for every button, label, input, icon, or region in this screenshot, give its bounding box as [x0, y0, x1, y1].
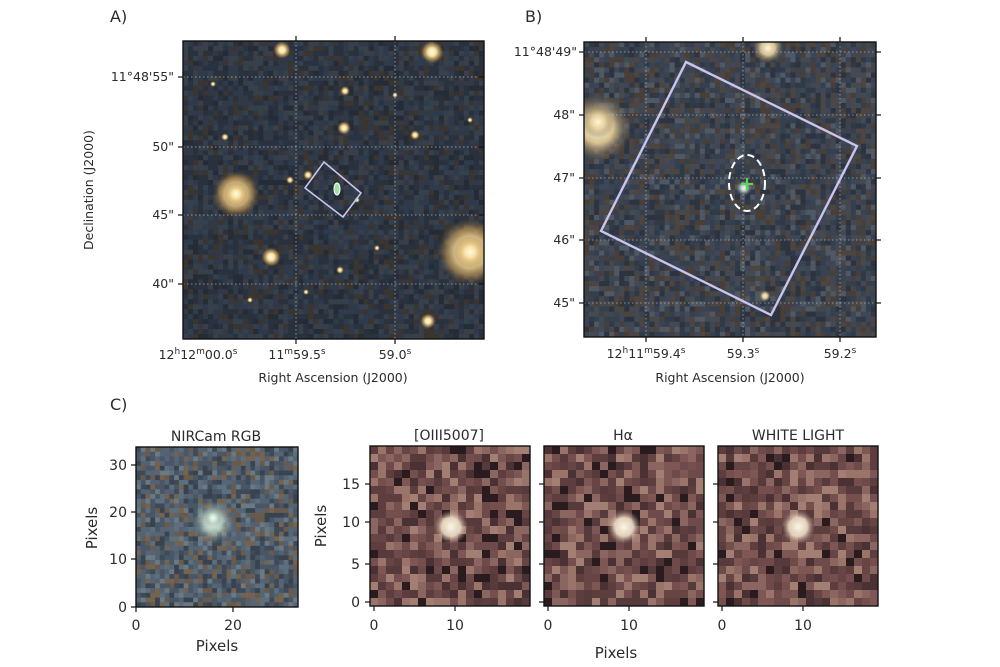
panel-a-ytick-45: 45" [152, 207, 174, 222]
panel-c-ifu-halpha [544, 446, 705, 607]
panel-a-ifu-footprint [303, 160, 363, 219]
panel-c-title-white-light: WHITE LIGHT [752, 428, 845, 444]
panel-c-rgb-ytick-20: 20 [109, 505, 127, 521]
panel-c-rgb-xtick-20: 20 [224, 618, 242, 634]
panel-a-ytick-55: 11°48'55" [111, 69, 174, 84]
panel-a-ytick-50: 50" [152, 139, 174, 154]
panel-c-rgb-frame [135, 446, 299, 608]
panel-b-xtick-2: 59.3s [727, 346, 760, 361]
panel-b-letter: B) [525, 7, 542, 26]
panel-c-rgb-title: NIRCam RGB [171, 429, 261, 445]
panel-a-frame [182, 40, 485, 340]
panel-c-oiii-xtick-10: 10 [446, 618, 464, 634]
panel-c-letter: C) [110, 395, 127, 414]
panel-c-ifu-ytick-15: 15 [342, 477, 360, 493]
panel-c-rgb-ytick-10: 10 [109, 552, 127, 568]
panel-a-ylabel: Declination (J2000) [81, 130, 96, 250]
panel-b-xlabel: Right Ascension (J2000) [655, 370, 804, 385]
panel-c-oiii-frame [369, 445, 531, 607]
panel-c-ifu-ytick-0: 0 [351, 595, 360, 611]
panel-c-rgb-ylabel: Pixels [83, 507, 101, 550]
panel-c-ifu-white-light [718, 446, 879, 607]
panel-b-centroid-cross [741, 178, 753, 190]
panel-b-ytick-47: 47" [553, 170, 575, 185]
panel-c-white-xtick-10: 10 [794, 618, 812, 634]
panel-c-halpha-xtick-10: 10 [620, 618, 638, 634]
panel-a-xtick-2: 11m59.5s [268, 347, 326, 362]
panel-a-image [183, 41, 484, 339]
panel-c-ifu-ylabel: Pixels [312, 505, 330, 548]
panel-a-grid [183, 41, 484, 339]
panel-b-xtick-1: 12h11m59.4s [607, 346, 686, 361]
panel-c-rgb-image [136, 447, 299, 608]
panel-c-oiii-xtick-0: 0 [370, 618, 379, 634]
panel-b-target-ellipse [728, 154, 766, 212]
panel-c-title-halpha: Hα [613, 428, 633, 444]
panel-c-rgb-ytick-0: 0 [118, 600, 127, 616]
panel-a-letter: A) [110, 7, 127, 26]
panel-c-rgb-xtick-0: 0 [132, 618, 141, 634]
panel-a-xlabel: Right Ascension (J2000) [258, 370, 407, 385]
panel-c-white-frame [717, 445, 879, 607]
panel-c-rgb-ytick-30: 30 [109, 458, 127, 474]
panel-a-ytick-40: 40" [152, 276, 174, 291]
panel-b-ytick-48: 48" [553, 107, 575, 122]
panel-b-ifu-footprint [599, 60, 859, 317]
panel-c-ifu-xlabel: Pixels [595, 644, 638, 662]
panel-b-ytick-45: 45" [553, 295, 575, 310]
panel-b-ytick-49: 11°48'49" [514, 44, 577, 59]
panel-c-title-oiii: [OIII5007] [414, 428, 484, 444]
panel-c-white-xtick-0: 0 [718, 618, 727, 634]
panel-a-xtick-1: 12h12m00.0s [159, 347, 238, 362]
panel-b-ytick-46: 46" [553, 232, 575, 247]
panel-c-halpha-xtick-0: 0 [544, 618, 553, 634]
panel-c-rgb-xlabel: Pixels [196, 637, 239, 655]
panel-c-ifu-ytick-5: 5 [351, 557, 360, 573]
panel-c-ifu-ytick-10: 10 [342, 515, 360, 531]
panel-b-xtick-3: 59.2s [824, 346, 857, 361]
panel-a-xtick-3: 59.0s [379, 347, 412, 362]
panel-c-ifu-oiii [370, 446, 531, 607]
panel-b-image [584, 42, 876, 337]
panel-c-halpha-frame [543, 445, 705, 607]
panel-b-frame [583, 41, 877, 338]
panel-a-target-ellipse [333, 182, 341, 196]
